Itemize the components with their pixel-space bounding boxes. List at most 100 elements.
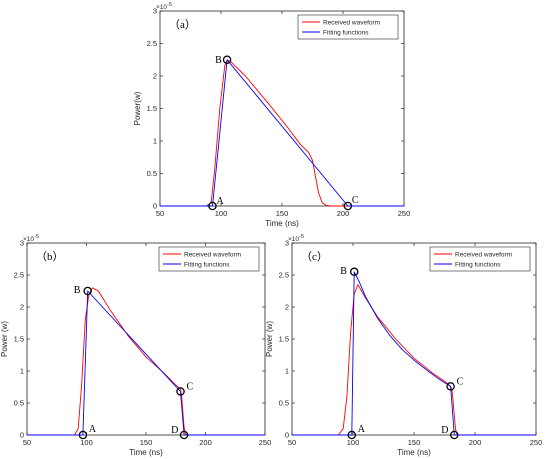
x-tick-label: 50 — [23, 438, 31, 447]
y-axis-label: Power(w) — [133, 91, 142, 125]
chart-panel-0: 50 100 150 200 250 0 0.5 1 1.5 2 2.5 3 ×10-5 Time (ns… — [133, 2, 410, 228]
point-marker-a — [347, 430, 357, 440]
received-waveform-line — [27, 287, 265, 436]
x-tick-label: 100 — [215, 209, 228, 218]
axis-exponent: ×10-5 — [156, 2, 172, 11]
y-tick-label: 2 — [153, 72, 157, 81]
point-label-c: C — [352, 195, 359, 206]
y-tick-label: 1 — [153, 137, 157, 146]
y-tick-label: 3 — [20, 239, 24, 248]
legend-label-received: Received waveform — [455, 252, 512, 259]
point-label-a: A — [216, 196, 224, 207]
x-tick-label: 50 — [288, 438, 296, 447]
x-tick-label: 100 — [80, 438, 93, 447]
point-label-a: A — [89, 424, 97, 435]
exponent-power: -5 — [34, 234, 39, 240]
x-axis-label: Time (ns) — [265, 219, 299, 228]
y-tick-label: 2 — [285, 303, 289, 312]
received-waveform-line — [292, 284, 536, 436]
legend: Received waveform Fitting functions — [158, 246, 260, 272]
point-marker-c — [343, 201, 353, 211]
y-tick-label: 1.5 — [14, 335, 24, 344]
y-tick-label: 0 — [20, 431, 24, 440]
y-tick-label: 2.5 — [14, 271, 24, 280]
point-marker-d — [450, 430, 459, 440]
legend-box — [297, 14, 399, 40]
plot-area — [159, 10, 405, 207]
x-axis-label: Time (ns) — [397, 448, 431, 457]
point-marker-b — [222, 55, 232, 65]
exponent-base: ×10 — [156, 4, 167, 11]
x-tick-label: 50 — [156, 209, 164, 218]
legend-label-received: Received waveform — [184, 252, 241, 259]
x-axis-label: Time (ns) — [129, 448, 163, 457]
y-tick-label: 2.5 — [279, 271, 289, 280]
legend-label-received: Received waveform — [323, 20, 380, 27]
y-tick-label: 2 — [20, 303, 24, 312]
fitting-function-line — [27, 290, 265, 436]
plot-area — [291, 242, 537, 436]
exponent-power: -5 — [167, 2, 172, 8]
point-marker-a — [208, 201, 217, 211]
legend-box — [158, 246, 260, 272]
point-label-b: B — [74, 285, 81, 296]
point-label-b: B — [215, 55, 222, 66]
point-label-c: C — [457, 376, 464, 387]
chart-panel-1: 50 100 150 200 250 0 0.5 1 1.5 2 2.5 3 ×10-5 Time (ns… — [0, 234, 271, 457]
y-axis-label: Power (w) — [265, 321, 274, 357]
point-marker-b — [349, 267, 359, 277]
y-tick-label: 1 — [20, 367, 24, 376]
x-tick-label: 100 — [347, 438, 360, 447]
y-tick-label: 3 — [285, 239, 289, 248]
y-tick-label: 0.5 — [147, 169, 157, 178]
plot-area — [26, 242, 266, 436]
y-tick-label: 1.5 — [279, 335, 289, 344]
point-label-b: B — [340, 266, 347, 277]
legend: Received waveform Fitting functions — [297, 14, 399, 40]
legend-label-fitting: Fitting functions — [184, 262, 230, 269]
x-tick-label: 200 — [199, 438, 212, 447]
point-marker-c — [176, 387, 185, 396]
y-tick-label: 3 — [153, 7, 157, 16]
x-tick-label: 250 — [398, 209, 411, 218]
legend-label-fitting: Fitting functions — [455, 262, 501, 269]
exponent-base: ×10 — [288, 236, 299, 243]
y-tick-label: 0.5 — [279, 399, 289, 408]
y-tick-label: 1 — [285, 367, 289, 376]
axis-exponent: ×10-5 — [288, 234, 304, 243]
received-waveform-line — [160, 59, 404, 207]
panel-label: （b） — [36, 250, 64, 263]
point-marker-d — [179, 430, 189, 440]
chart-panel-2: 50 100 150 200 250 0 0.5 1 1.5 2 2.5 3 ×10-5 Time (ns… — [265, 234, 542, 457]
y-tick-label: 0 — [285, 431, 289, 440]
point-label-d: D — [441, 425, 448, 436]
point-marker-b — [83, 286, 92, 296]
x-tick-label: 200 — [469, 438, 482, 447]
y-tick-label: 0.5 — [14, 399, 24, 408]
x-tick-label: 150 — [408, 438, 421, 447]
panel-label: （a） — [169, 18, 196, 31]
x-tick-label: 150 — [140, 438, 153, 447]
y-tick-label: 2.5 — [147, 39, 157, 48]
legend: Received waveform Fitting functions — [429, 246, 531, 272]
point-label-c: C — [187, 381, 194, 392]
legend-box — [429, 246, 531, 272]
point-label-d: D — [171, 425, 178, 436]
panel-label: （c） — [301, 250, 328, 263]
x-tick-label: 250 — [259, 438, 272, 447]
x-tick-label: 200 — [337, 209, 350, 218]
exponent-base: ×10 — [23, 236, 34, 243]
exponent-power: -5 — [299, 234, 304, 240]
point-marker-c — [446, 382, 455, 391]
x-tick-label: 250 — [530, 438, 543, 447]
y-tick-label: 0 — [153, 202, 157, 211]
legend-label-fitting: Fitting functions — [323, 30, 369, 37]
fitting-function-line — [292, 271, 536, 436]
x-tick-label: 150 — [276, 209, 289, 218]
y-tick-label: 1.5 — [147, 104, 157, 113]
y-axis-label: Power (w) — [0, 321, 9, 357]
point-label-a: A — [358, 424, 366, 435]
point-marker-a — [78, 430, 88, 440]
axis-exponent: ×10-5 — [23, 234, 39, 243]
